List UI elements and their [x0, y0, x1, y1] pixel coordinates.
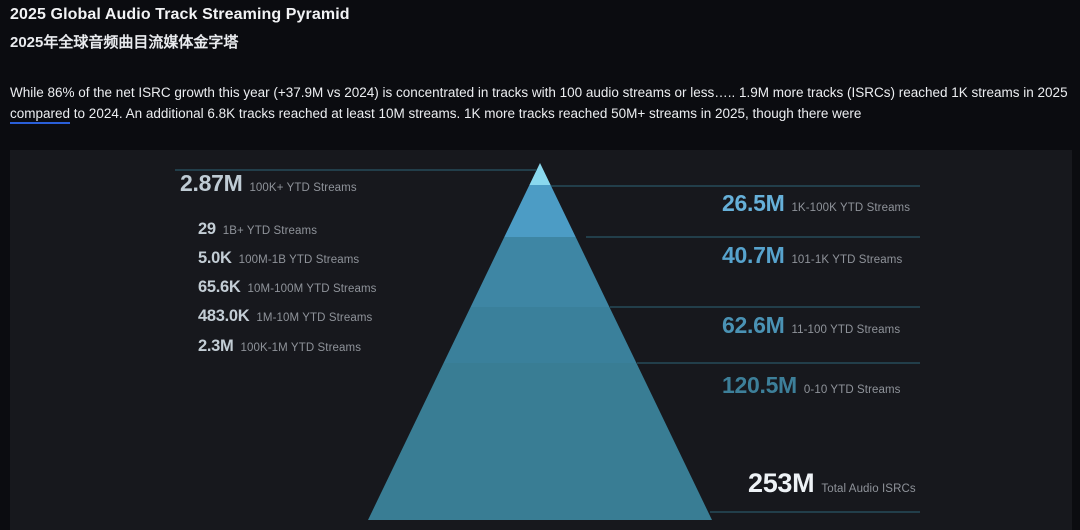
stat-label: 101-1K YTD Streams	[791, 254, 903, 266]
pyramid-chart-svg	[175, 163, 920, 520]
pyramid-segment-1k-100k[interactable]	[504, 185, 576, 237]
left-stat-10m-100m: 65.6K 10M-100M YTD Streams	[198, 278, 377, 297]
description-part1: While 86% of the net ISRC growth this ye…	[10, 85, 1068, 100]
stat-value: 2.3M	[198, 337, 234, 355]
stat-label: 100K-1M YTD Streams	[240, 342, 362, 354]
stat-value: 62.6M	[722, 312, 785, 338]
chart-panel: 2.87M 100K+ YTD Streams 29 1B+ YTD Strea…	[10, 150, 1072, 530]
stat-label: 100K+ YTD Streams	[249, 182, 357, 194]
right-stat-1k-100k: 26.5M 1K-100K YTD Streams	[722, 190, 910, 217]
stat-value: 65.6K	[198, 278, 241, 296]
stat-label: 0-10 YTD Streams	[803, 384, 901, 396]
description-part2: to 2024. An additional 6.8K tracks reach…	[70, 106, 862, 121]
left-stat-1b-plus: 29 1B+ YTD Streams	[198, 220, 317, 239]
pyramid-segment-101-1k[interactable]	[470, 237, 610, 307]
header: 2025 Global Audio Track Streaming Pyrami…	[0, 0, 1080, 124]
stat-label: 11-100 YTD Streams	[791, 324, 901, 336]
stat-value: 2.87M	[180, 170, 243, 196]
stat-label: 1K-100K YTD Streams	[791, 202, 911, 214]
stat-value: 5.0K	[198, 249, 232, 267]
pyramid-segment-0-10[interactable]	[368, 363, 712, 520]
stat-label: 100M-1B YTD Streams	[238, 254, 360, 266]
stat-label: 10M-100M YTD Streams	[247, 283, 377, 295]
left-stat-100k-plus: 2.87M 100K+ YTD Streams	[180, 170, 357, 197]
pyramid-segment-100k-plus[interactable]	[529, 163, 551, 185]
stat-value: 29	[198, 220, 216, 238]
right-stat-11-100: 62.6M 11-100 YTD Streams	[722, 312, 900, 339]
description: While 86% of the net ISRC growth this ye…	[10, 82, 1080, 124]
page-title: 2025 Global Audio Track Streaming Pyrami…	[10, 6, 350, 23]
total-value: 253M	[748, 468, 815, 498]
stat-label: 1B+ YTD Streams	[222, 225, 318, 237]
left-stat-1m-10m: 483.0K 1M-10M YTD Streams	[198, 307, 372, 326]
stat-value: 120.5M	[722, 372, 797, 398]
right-stat-0-10: 120.5M 0-10 YTD Streams	[722, 372, 901, 399]
stat-label: 1M-10M YTD Streams	[256, 312, 373, 324]
total-stat: 253M Total Audio ISRCs	[748, 468, 916, 499]
pyramid-segment-11-100[interactable]	[443, 307, 637, 363]
right-stat-101-1k: 40.7M 101-1K YTD Streams	[722, 242, 902, 269]
left-stat-100k-1m: 2.3M 100K-1M YTD Streams	[198, 337, 361, 356]
page-subtitle-zh: 2025年全球音频曲目流媒体金字塔	[10, 34, 239, 51]
total-label: Total Audio ISRCs	[821, 483, 916, 495]
stat-value: 26.5M	[722, 190, 785, 216]
underlined-word[interactable]: compared	[10, 106, 71, 124]
left-stat-100m-1b: 5.0K 100M-1B YTD Streams	[198, 249, 359, 268]
stat-value: 40.7M	[722, 242, 785, 268]
stat-value: 483.0K	[198, 307, 250, 325]
